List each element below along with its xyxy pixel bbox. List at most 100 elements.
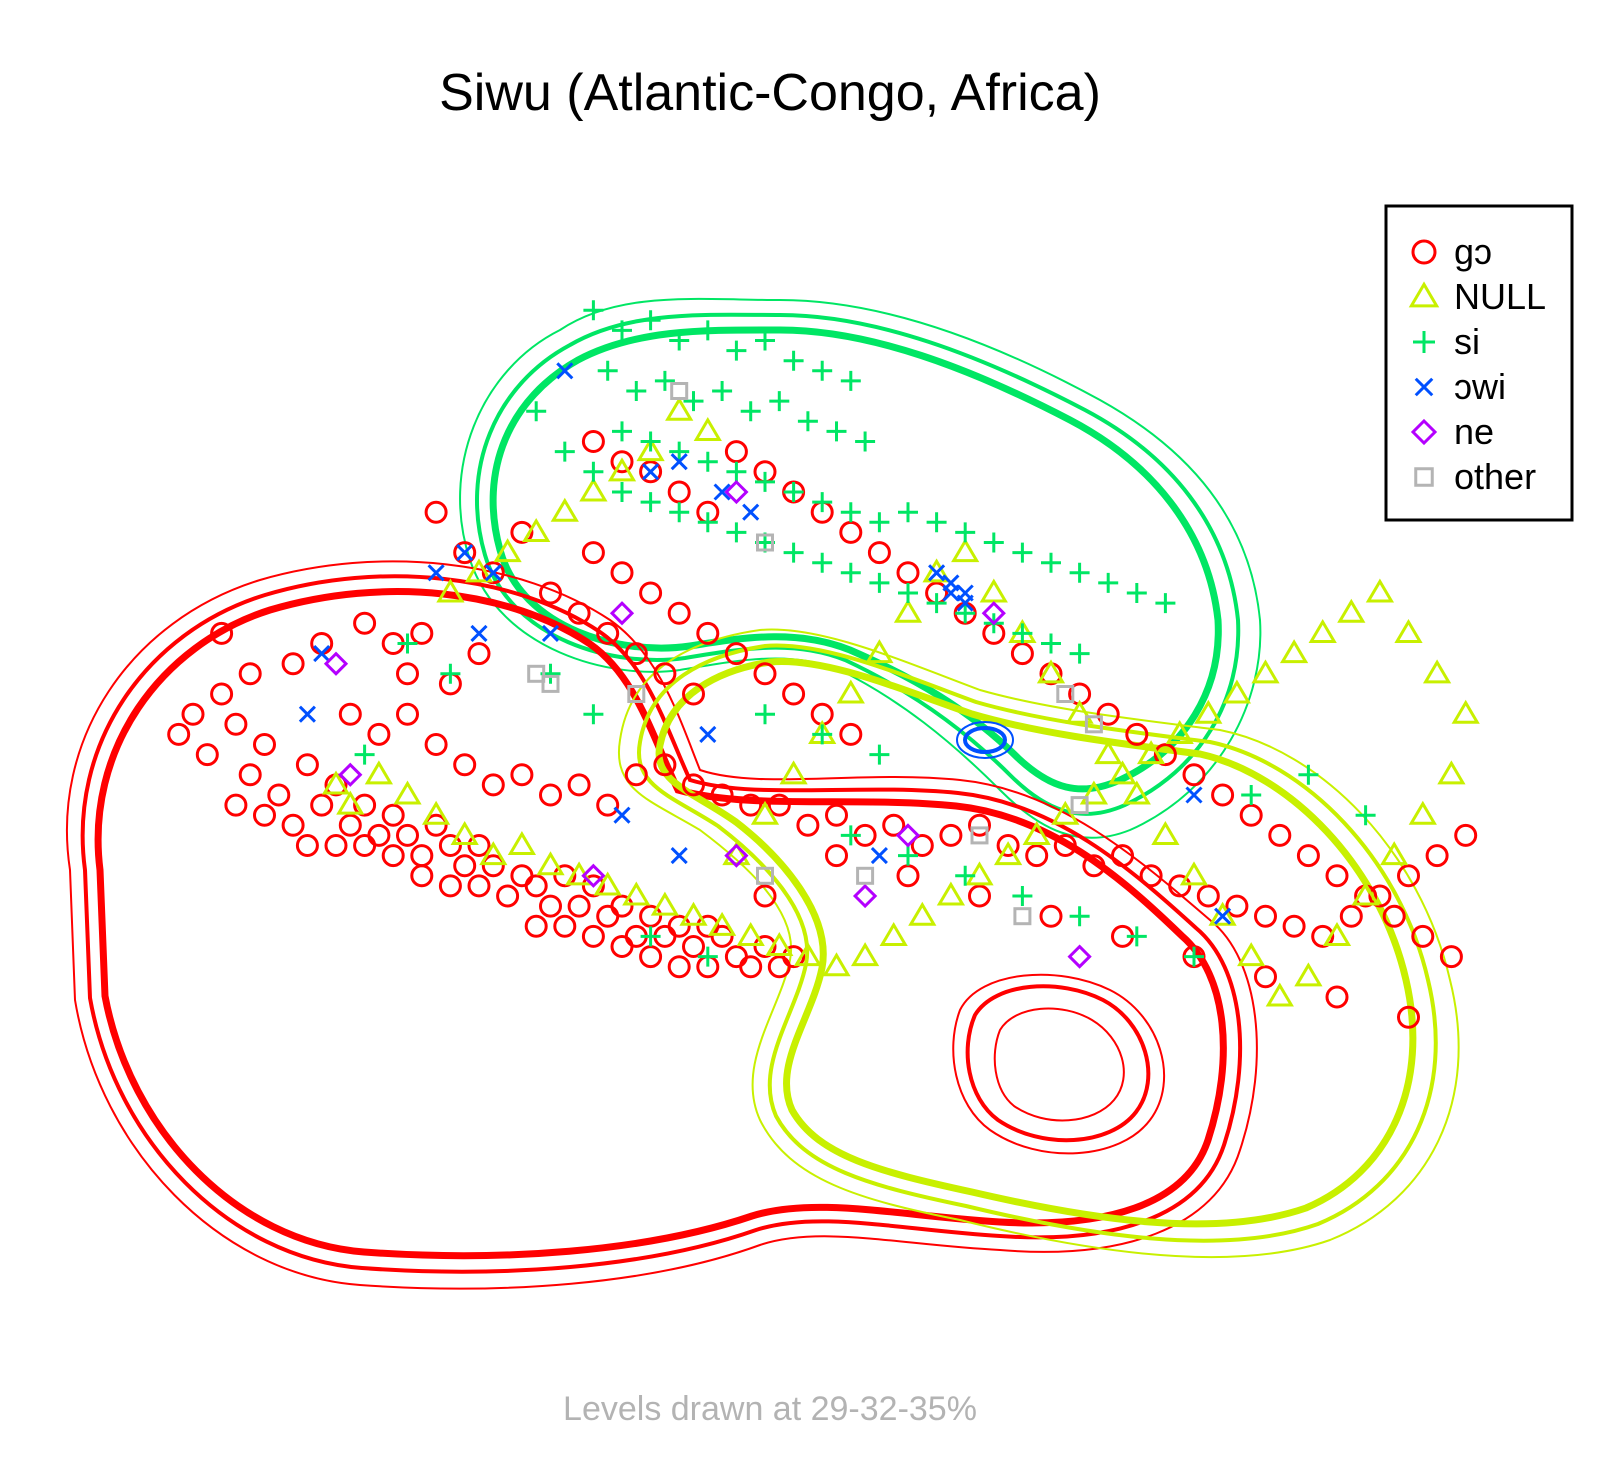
point-2-55 — [1041, 552, 1061, 573]
point-1-8 — [536, 851, 565, 876]
point-2-45 — [955, 603, 976, 624]
point-0-19 — [410, 844, 434, 868]
point-1-22 — [936, 881, 966, 906]
point-3-7 — [484, 564, 502, 582]
point-0-113 — [510, 520, 534, 544]
point-2-49 — [1069, 643, 1090, 664]
point-1-7 — [507, 831, 537, 856]
point-2-0 — [583, 300, 604, 321]
point-2-30 — [526, 401, 547, 422]
point-5-2 — [527, 664, 546, 683]
point-2-6 — [755, 330, 775, 351]
chart-title: Siwu (Atlantic-Congo, Africa) — [439, 64, 1101, 122]
point-1-21 — [908, 901, 937, 926]
point-2-9 — [840, 370, 861, 391]
point-2-57 — [1098, 572, 1119, 593]
point-1-29 — [1136, 740, 1166, 765]
point-0-69 — [467, 642, 491, 666]
point-0-1 — [210, 682, 234, 706]
point-2-41 — [840, 562, 861, 583]
point-5-0 — [670, 382, 689, 400]
point-0-112 — [481, 561, 505, 585]
point-4-2 — [323, 651, 349, 676]
point-0-155 — [1296, 844, 1320, 868]
legend-label-1: NULL — [1454, 276, 1546, 317]
point-0-91 — [939, 823, 963, 847]
point-3-14 — [670, 847, 688, 865]
point-0-44 — [667, 914, 691, 938]
point-0-163 — [1254, 965, 1277, 989]
point-1-25 — [1022, 820, 1051, 845]
point-0-14 — [224, 793, 248, 817]
point-2-62 — [354, 744, 375, 765]
point-1-24 — [993, 841, 1023, 866]
point-0-156 — [1325, 864, 1349, 888]
point-0-89 — [882, 813, 906, 837]
point-0-56 — [610, 935, 634, 958]
point-0-148 — [1096, 702, 1120, 726]
point-0-116 — [596, 621, 620, 645]
point-2-64 — [583, 704, 604, 725]
point-3-13 — [613, 806, 631, 824]
point-2-12 — [654, 370, 675, 391]
point-2-48 — [1041, 633, 1061, 654]
point-1-1 — [364, 760, 394, 785]
point-0-82 — [682, 773, 705, 797]
point-2-23 — [697, 451, 718, 472]
point-3-4 — [742, 503, 760, 521]
point-0-80 — [624, 763, 648, 787]
point-2-26 — [783, 482, 804, 502]
point-5-4 — [541, 674, 560, 693]
legend-marker-3 — [1414, 377, 1434, 397]
point-2-15 — [740, 401, 761, 422]
point-0-110 — [424, 500, 448, 524]
point-2-52 — [955, 522, 976, 543]
point-0-52 — [782, 945, 806, 969]
point-0-149 — [1125, 722, 1149, 746]
point-1-57 — [979, 578, 1008, 603]
points-layer — [167, 300, 1480, 1029]
point-1-62 — [836, 679, 865, 704]
contour-go-sub-mid — [965, 984, 1151, 1143]
point-0-154 — [1268, 823, 1292, 847]
point-2-56 — [1069, 562, 1090, 583]
point-2-79 — [869, 744, 890, 765]
point-0-23 — [295, 834, 319, 857]
point-0-158 — [1382, 904, 1406, 928]
point-0-152 — [1211, 783, 1235, 807]
point-3-3 — [713, 483, 731, 501]
point-2-32 — [583, 461, 604, 482]
point-1-69 — [636, 437, 665, 462]
point-0-81 — [653, 753, 677, 777]
point-0-127 — [782, 682, 806, 706]
point-0-24 — [424, 813, 448, 837]
point-1-60 — [893, 598, 923, 623]
levels-caption: Levels drawn at 29-32-35% — [563, 1390, 977, 1428]
point-0-74 — [453, 753, 477, 777]
point-0-11 — [338, 813, 362, 837]
point-2-72 — [1241, 785, 1262, 805]
point-2-58 — [1126, 583, 1147, 603]
point-2-33 — [612, 482, 632, 502]
point-0-34 — [438, 874, 462, 898]
point-0-132 — [639, 460, 663, 484]
point-2-20 — [612, 421, 632, 442]
point-2-39 — [783, 542, 804, 563]
point-0-15 — [353, 793, 377, 817]
point-2-73 — [1298, 764, 1319, 785]
contour-layer — [65, 297, 1460, 1290]
point-0-141 — [896, 561, 920, 585]
point-0-115 — [567, 601, 591, 625]
point-2-51 — [926, 512, 947, 533]
point-0-27 — [467, 834, 491, 857]
point-2-13 — [683, 391, 704, 412]
point-2-24 — [726, 461, 747, 482]
point-1-59 — [922, 558, 951, 583]
legend-marker-1 — [1408, 281, 1440, 308]
point-1-58 — [951, 538, 980, 563]
point-2-27 — [812, 492, 833, 513]
point-0-166 — [1039, 904, 1063, 928]
point-0-0 — [181, 702, 205, 726]
point-5-5 — [756, 866, 774, 885]
point-3-20 — [956, 584, 974, 602]
